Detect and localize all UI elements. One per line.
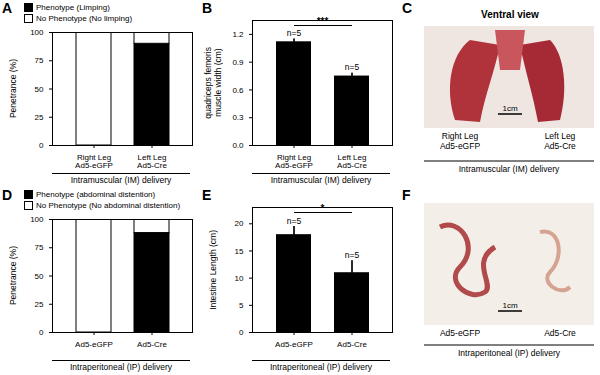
svg-text:75: 75 bbox=[35, 243, 44, 252]
html-text:Intestine Length (cm): Intestine Length (cm) bbox=[208, 229, 218, 310]
svg-text:0.3: 0.3 bbox=[232, 113, 244, 122]
html-text:quadriceps femoris muscle widt: quadriceps femoris muscle width (cm) bbox=[203, 46, 223, 119]
svg-text:0.6: 0.6 bbox=[232, 86, 244, 95]
html-text:A: A bbox=[2, 0, 13, 16]
svg-text:50: 50 bbox=[35, 85, 44, 94]
html-text:Penetrance (%): Penetrance (%) bbox=[8, 246, 18, 305]
svg-text:0: 0 bbox=[39, 328, 44, 337]
html-text:No Phenotype (No limping): No Phenotype (No limping) bbox=[36, 14, 132, 23]
svg-text:15: 15 bbox=[235, 247, 244, 256]
html-text:Penetrance (%): Penetrance (%) bbox=[8, 59, 18, 118]
html-text:Intraperitoneal (IP) delivery: Intraperitoneal (IP) delivery bbox=[270, 362, 372, 372]
svg-text:0: 0 bbox=[39, 141, 44, 150]
svg-text:Ad5-Cre: Ad5-Cre bbox=[544, 328, 576, 338]
html-text:C: C bbox=[402, 0, 413, 16]
svg-text:25: 25 bbox=[35, 113, 44, 122]
html-text:Phenotype (Limping): Phenotype (Limping) bbox=[36, 3, 110, 12]
svg-text:100: 100 bbox=[30, 28, 44, 37]
svg-text:Intramuscular (IM) delivery: Intramuscular (IM) delivery bbox=[459, 164, 560, 174]
svg-text:Ad5-eGFP: Ad5-eGFP bbox=[440, 328, 480, 338]
html-text:Phenotype (abdominal distentio: Phenotype (abdominal distention) bbox=[36, 190, 156, 199]
html-text:E: E bbox=[202, 187, 212, 203]
svg-text:Left LegAd5-Cre: Left LegAd5-Cre bbox=[337, 153, 367, 170]
svg-text:Ad5-eGFP: Ad5-eGFP bbox=[75, 340, 113, 349]
svg-text:Ad5-eGFP: Ad5-eGFP bbox=[275, 340, 313, 349]
svg-text:0.0: 0.0 bbox=[232, 141, 244, 150]
svg-text:0.9: 0.9 bbox=[232, 58, 244, 67]
svg-text:20: 20 bbox=[235, 219, 244, 228]
svg-text:n=5: n=5 bbox=[287, 28, 302, 38]
html-text:B: B bbox=[202, 0, 213, 16]
svg-text:0: 0 bbox=[239, 328, 244, 337]
svg-text:Right LegAd5-eGFP: Right LegAd5-eGFP bbox=[275, 153, 313, 170]
html-text:D: D bbox=[2, 187, 13, 203]
html-text:Intramuscular (IM) delivery: Intramuscular (IM) delivery bbox=[70, 175, 172, 185]
svg-text:10: 10 bbox=[235, 274, 244, 283]
svg-text:75: 75 bbox=[35, 56, 44, 65]
svg-text:Ventral view: Ventral view bbox=[481, 9, 539, 20]
html-text:F: F bbox=[402, 187, 411, 203]
svg-text:Left LegAd5-Cre: Left LegAd5-Cre bbox=[137, 153, 167, 170]
svg-text:Intraperitoneal (IP) delivery: Intraperitoneal (IP) delivery bbox=[458, 348, 561, 358]
html-text:Intraperitoneal (IP) delivery: Intraperitoneal (IP) delivery bbox=[70, 362, 172, 372]
svg-text:n=5: n=5 bbox=[287, 216, 302, 226]
svg-text:Ad5-Cre: Ad5-Cre bbox=[137, 340, 167, 349]
svg-text:1.2: 1.2 bbox=[232, 30, 244, 39]
svg-text:1cm: 1cm bbox=[502, 301, 517, 310]
svg-text:50: 50 bbox=[35, 272, 44, 281]
html-text:Intramuscular (IM) delivery: Intramuscular (IM) delivery bbox=[270, 175, 372, 185]
svg-text:n=5: n=5 bbox=[345, 250, 360, 260]
svg-text:5: 5 bbox=[239, 301, 244, 310]
svg-text:100: 100 bbox=[30, 215, 44, 224]
svg-text:Right LegAd5-eGFP: Right LegAd5-eGFP bbox=[75, 153, 113, 170]
svg-text:Ad5-Cre: Ad5-Cre bbox=[337, 340, 367, 349]
svg-text:1cm: 1cm bbox=[502, 104, 517, 113]
svg-text:Right LegAd5-eGFP: Right LegAd5-eGFP bbox=[440, 131, 480, 151]
svg-text:Left LegAd5-Cre: Left LegAd5-Cre bbox=[544, 131, 576, 151]
svg-text:n=5: n=5 bbox=[345, 62, 360, 72]
svg-text:25: 25 bbox=[35, 300, 44, 309]
html-text:No Phenotype (No abdominal dis: No Phenotype (No abdominal distention) bbox=[36, 201, 181, 210]
